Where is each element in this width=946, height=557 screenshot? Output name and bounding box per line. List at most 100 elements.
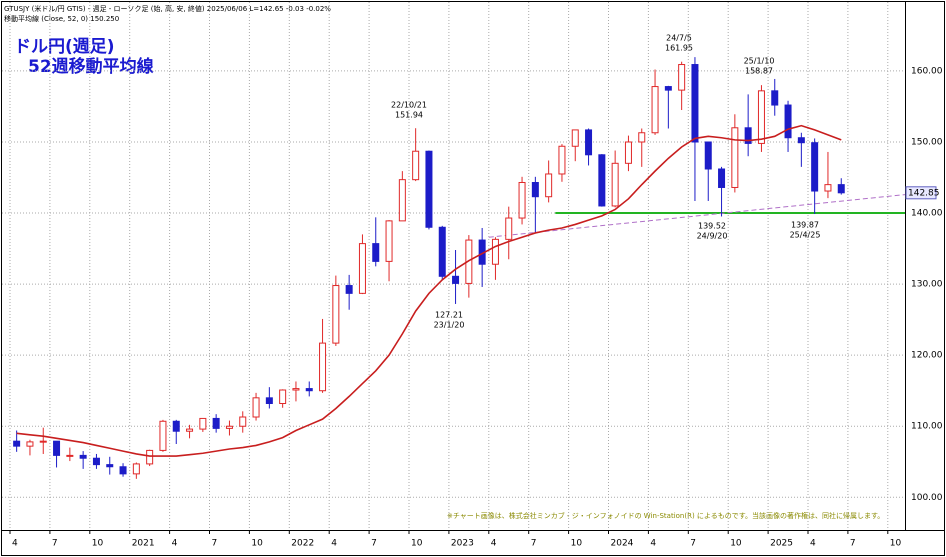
y-tick-label: 160.00 xyxy=(911,66,943,76)
candle-body xyxy=(598,154,606,207)
candle-body xyxy=(92,457,100,466)
x-tick-label: 2022 xyxy=(291,539,314,549)
candle-body xyxy=(358,243,366,294)
candle-body xyxy=(372,243,380,262)
last-price-label: 142.85 xyxy=(908,188,940,198)
candle-body xyxy=(811,142,819,192)
y-tick-label: 100.00 xyxy=(911,493,943,503)
annotation: 25/1/10 xyxy=(744,57,775,66)
x-tick-label: 7 xyxy=(371,539,377,549)
candle-body xyxy=(824,184,832,192)
annotation: 127.21 xyxy=(435,311,463,320)
candle-body xyxy=(53,440,61,456)
y-tick-label: 130.00 xyxy=(911,280,943,290)
candle-body xyxy=(212,417,220,429)
x-tick-label: 2021 xyxy=(132,539,155,549)
annotation: 139.87 xyxy=(791,221,819,230)
x-tick-label: 10 xyxy=(730,539,742,549)
chart-subtitle: 52週移動平均線 xyxy=(28,56,154,77)
chart-title: ドル円(週足) xyxy=(14,37,115,57)
x-tick-label: 2025 xyxy=(770,539,793,549)
candle-body xyxy=(624,141,632,164)
candle-body xyxy=(784,104,792,139)
candle-body xyxy=(691,64,699,143)
annotation: 24/9/20 xyxy=(697,232,728,241)
y-tick-label: 110.00 xyxy=(911,422,943,432)
candle-body xyxy=(651,86,659,134)
candle-body xyxy=(13,440,21,447)
y-tick-label: 120.00 xyxy=(911,351,943,361)
indicator-label: 移動平均線 (Close, 52, 0) 150.250 xyxy=(4,14,119,23)
x-tick-label: 10 xyxy=(411,539,423,549)
x-tick-label: 10 xyxy=(92,539,104,549)
y-tick-label: 140.00 xyxy=(911,209,943,219)
candle-body xyxy=(611,162,619,207)
x-tick-label: 2024 xyxy=(611,539,634,549)
annotation: 158.87 xyxy=(745,67,773,76)
candle-body xyxy=(292,388,300,391)
candle-body xyxy=(491,238,499,265)
x-tick-label: 4 xyxy=(810,539,816,549)
candle-body xyxy=(837,184,845,194)
candle-body xyxy=(545,173,553,198)
candle-body xyxy=(531,182,539,198)
candle-body xyxy=(505,217,513,240)
candle-body xyxy=(319,342,327,392)
candle-body xyxy=(664,86,672,91)
candle-body xyxy=(398,179,406,222)
candle-body xyxy=(225,425,233,429)
candle-body xyxy=(638,132,646,143)
header: GTUSJY (米ドル/円 GTIS) - 週足 - ローソク足 (始, 高, … xyxy=(4,4,331,13)
annotation: 139.52 xyxy=(698,222,726,231)
x-tick-label: 4 xyxy=(12,539,18,549)
x-tick-label: 4 xyxy=(331,539,337,549)
annotation: 25/4/25 xyxy=(790,231,821,240)
candle-body xyxy=(119,466,127,475)
trend-line xyxy=(488,194,906,238)
moving-average xyxy=(16,124,842,457)
copyright-note: ※チャート画像は、株式会社ミンカブ・ジ・インフォノイドの Win-Station… xyxy=(447,511,884,520)
candle-body xyxy=(558,145,566,175)
candle-body xyxy=(332,285,340,344)
x-tick-label: 4 xyxy=(491,539,497,549)
candle-body xyxy=(132,463,140,475)
candle-body xyxy=(279,389,287,405)
candle-body xyxy=(678,64,686,91)
x-tick-label: 10 xyxy=(251,539,263,549)
y-axis-frame xyxy=(905,1,945,531)
candle-body xyxy=(159,420,167,451)
candle-body xyxy=(518,182,526,219)
x-tick-label: 7 xyxy=(52,539,58,549)
x-tick-label: 7 xyxy=(690,539,696,549)
candle-body xyxy=(345,285,353,294)
candle-body xyxy=(172,420,180,432)
x-tick-label: 7 xyxy=(531,539,537,549)
candle-body xyxy=(199,417,207,430)
annotation: 23/1/20 xyxy=(434,321,465,330)
candle-body xyxy=(26,441,34,447)
annotation: 161.95 xyxy=(665,44,693,53)
candle-body xyxy=(186,428,194,432)
x-tick-label: 7 xyxy=(850,539,856,549)
candle-body xyxy=(438,226,446,277)
candle-body xyxy=(731,127,739,188)
annotation: 151.94 xyxy=(395,111,423,120)
candle-body xyxy=(66,454,74,457)
candle-body xyxy=(771,90,779,106)
x-tick-label: 10 xyxy=(890,539,902,549)
x-tick-label: 4 xyxy=(650,539,656,549)
candle-body xyxy=(385,220,393,262)
y-tick-label: 150.00 xyxy=(911,137,943,147)
candle-body xyxy=(744,127,752,144)
candle-body xyxy=(146,449,154,465)
annotation: 24/7/5 xyxy=(666,34,692,43)
candle-body xyxy=(452,275,460,284)
x-tick-label: 10 xyxy=(571,539,583,549)
candle-body xyxy=(252,397,260,418)
candle-body xyxy=(718,168,726,188)
candle-body xyxy=(239,416,247,427)
last-price-tag xyxy=(905,186,937,200)
candle-body xyxy=(757,90,765,144)
plot-frame xyxy=(1,1,906,531)
